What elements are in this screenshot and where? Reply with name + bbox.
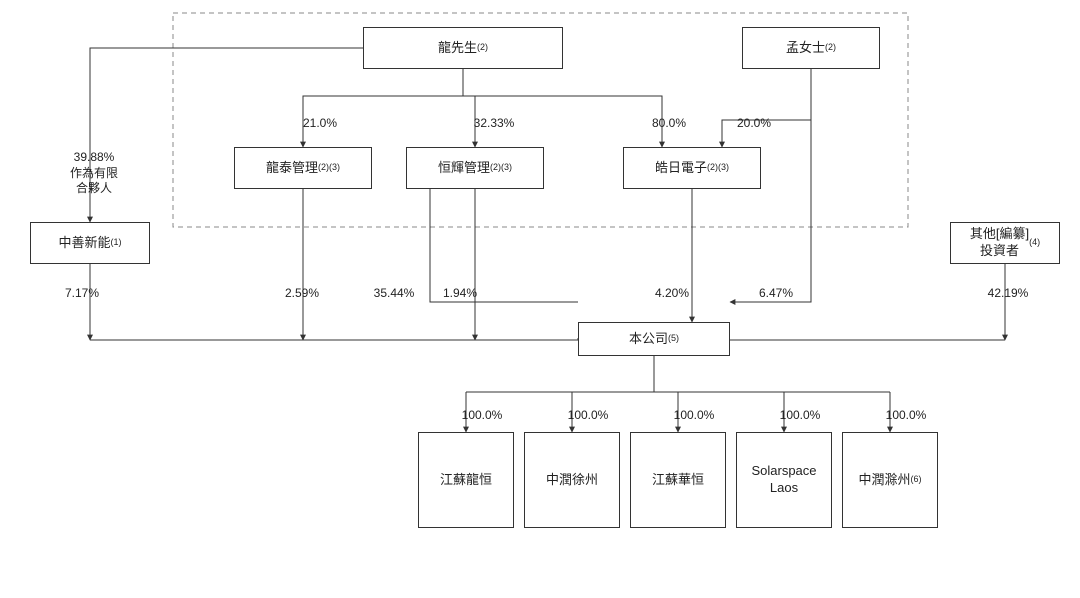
node-company: 本公司(5) <box>578 322 730 356</box>
label-p100_3: 100.0% <box>674 408 715 424</box>
node-msMeng: 孟女士(2) <box>742 27 880 69</box>
node-longtai: 龍泰管理(2)(3) <box>234 147 372 189</box>
node-haori: 皓日電子(2)(3) <box>623 147 761 189</box>
node-otherInv: 其他[編纂]投資者(4) <box>950 222 1060 264</box>
label-p100_1: 100.0% <box>462 408 503 424</box>
edge-mrLong-bot <box>303 69 463 147</box>
node-henghui: 恒輝管理(2)(3) <box>406 147 544 189</box>
label-p7_17: 7.17% <box>65 286 99 302</box>
node-zhongshan: 中善新能(1) <box>30 222 150 264</box>
label-p32_33: 32.33% <box>474 116 515 132</box>
label-p39_88: 39.88%作為有限合夥人 <box>70 150 118 197</box>
label-p42_19: 42.19% <box>988 286 1029 302</box>
label-p4_20: 4.20% <box>655 286 689 302</box>
label-p1_94: 1.94% <box>443 286 477 302</box>
node-sub4: SolarspaceLaos <box>736 432 832 528</box>
edge-mrLong-top <box>90 48 363 222</box>
label-p100_4: 100.0% <box>780 408 821 424</box>
node-sub3: 江蘇華恒 <box>630 432 726 528</box>
node-sub2: 中潤徐州 <box>524 432 620 528</box>
edge-msMeng-bot <box>722 69 811 147</box>
label-p20_0: 20.0% <box>737 116 771 132</box>
org-chart: 龍先生(2) 孟女士(2) 龍泰管理(2)(3) 恒輝管理(2)(3) 皓日電子(2)(… <box>0 0 1080 598</box>
node-sub5: 中潤滁州(6) <box>842 432 938 528</box>
label-p100_2: 100.0% <box>568 408 609 424</box>
node-mrLong: 龍先生(2) <box>363 27 563 69</box>
label-p21_0: 21.0% <box>303 116 337 132</box>
label-p80_0: 80.0% <box>652 116 686 132</box>
label-p6_47: 6.47% <box>759 286 793 302</box>
label-p2_59: 2.59% <box>285 286 319 302</box>
label-p35_44: 35.44% <box>374 286 415 302</box>
node-sub1: 江蘇龍恒 <box>418 432 514 528</box>
label-p100_5: 100.0% <box>886 408 927 424</box>
